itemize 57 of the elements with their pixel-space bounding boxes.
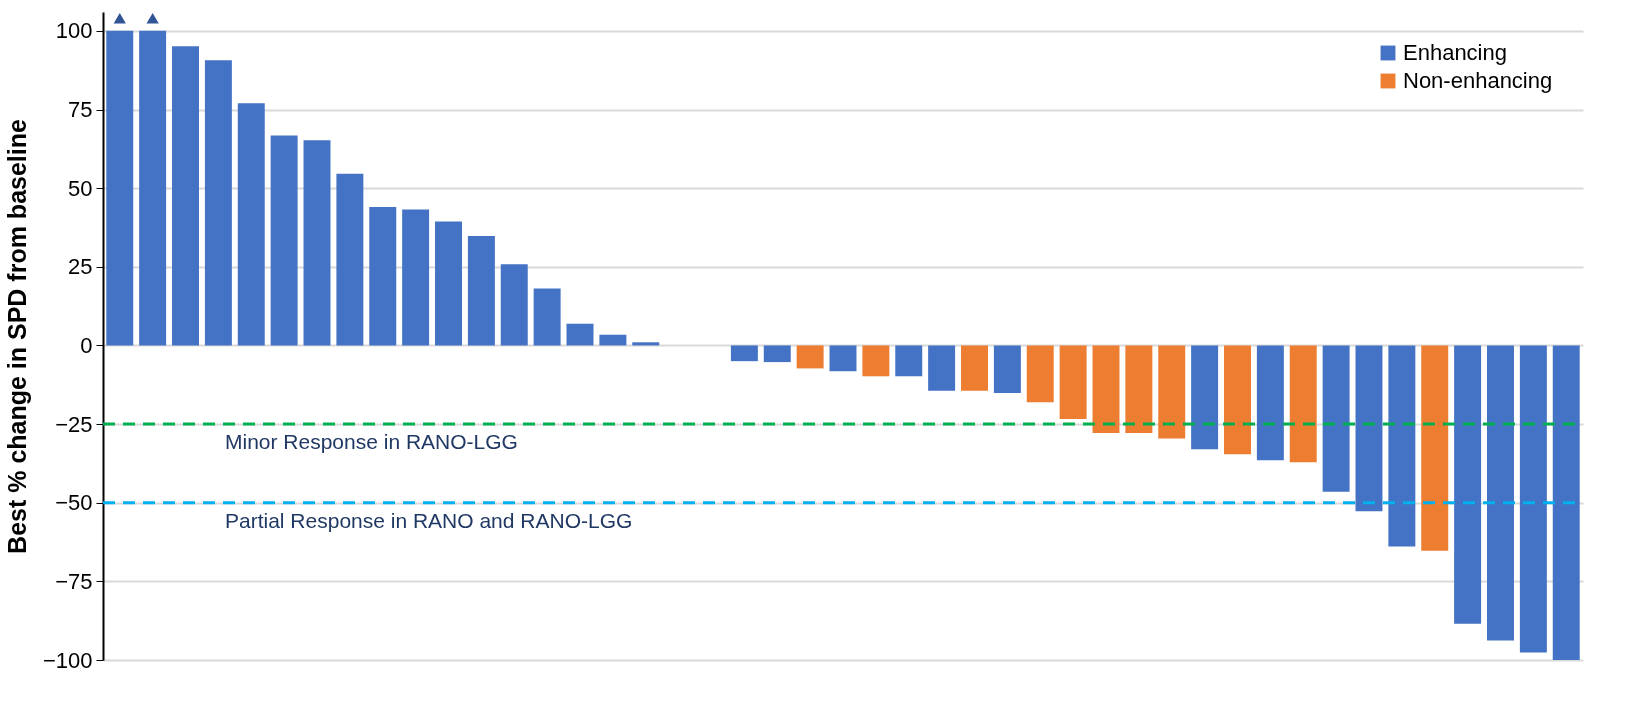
bar (1059, 345, 1087, 420)
bar (1421, 345, 1449, 551)
bar (1322, 345, 1350, 492)
bar (895, 345, 923, 377)
bar (1026, 345, 1054, 403)
bar (1454, 345, 1482, 624)
bar (1289, 345, 1317, 463)
bar (1519, 345, 1547, 653)
bar (172, 46, 199, 346)
bar (730, 345, 758, 362)
bar (336, 173, 364, 346)
bar (632, 342, 660, 346)
bar (829, 345, 857, 372)
bar (467, 235, 495, 346)
bar (928, 345, 956, 391)
y-tick-label: 50 (68, 175, 93, 201)
bar (1092, 345, 1120, 433)
bar (533, 288, 561, 346)
bar (1552, 345, 1580, 660)
y-tick-label: 0 (80, 332, 93, 358)
bar (1355, 345, 1383, 512)
bar (435, 221, 462, 346)
bar (1224, 345, 1251, 455)
bar (862, 345, 890, 377)
legend-label: Enhancing (1403, 40, 1507, 65)
bar (1256, 345, 1284, 461)
bar (1191, 345, 1219, 450)
bar (961, 345, 988, 391)
bar (369, 207, 397, 346)
y-axis-title: Best % change in SPD from baseline (2, 118, 31, 554)
legend-label: Non-enhancing (1403, 68, 1553, 93)
bar (763, 345, 791, 363)
bar (270, 135, 298, 346)
y-tick-label: −75 (55, 568, 93, 594)
y-tick-label: −25 (55, 411, 93, 437)
y-tick-label: −100 (42, 647, 93, 673)
y-tick-label: 75 (68, 97, 93, 123)
ref-line-label: Partial Response in RANO and RANO-LGG (225, 508, 633, 532)
bar (303, 140, 331, 346)
bar (204, 60, 232, 346)
bar (1388, 345, 1416, 547)
bar (500, 264, 528, 346)
bar (402, 209, 430, 346)
bar (237, 103, 265, 346)
bar (796, 345, 824, 369)
bar (1487, 345, 1514, 641)
bar (1158, 345, 1186, 439)
bar (106, 30, 134, 346)
y-tick-label: −50 (55, 490, 93, 516)
bar (599, 334, 627, 346)
ref-line-label: Minor Response in RANO-LGG (225, 430, 518, 454)
bar (993, 345, 1021, 393)
bar (1125, 345, 1153, 433)
bar (139, 30, 167, 346)
bar (566, 323, 594, 346)
y-tick-label: 100 (55, 18, 93, 44)
y-tick-label: 25 (68, 254, 93, 280)
